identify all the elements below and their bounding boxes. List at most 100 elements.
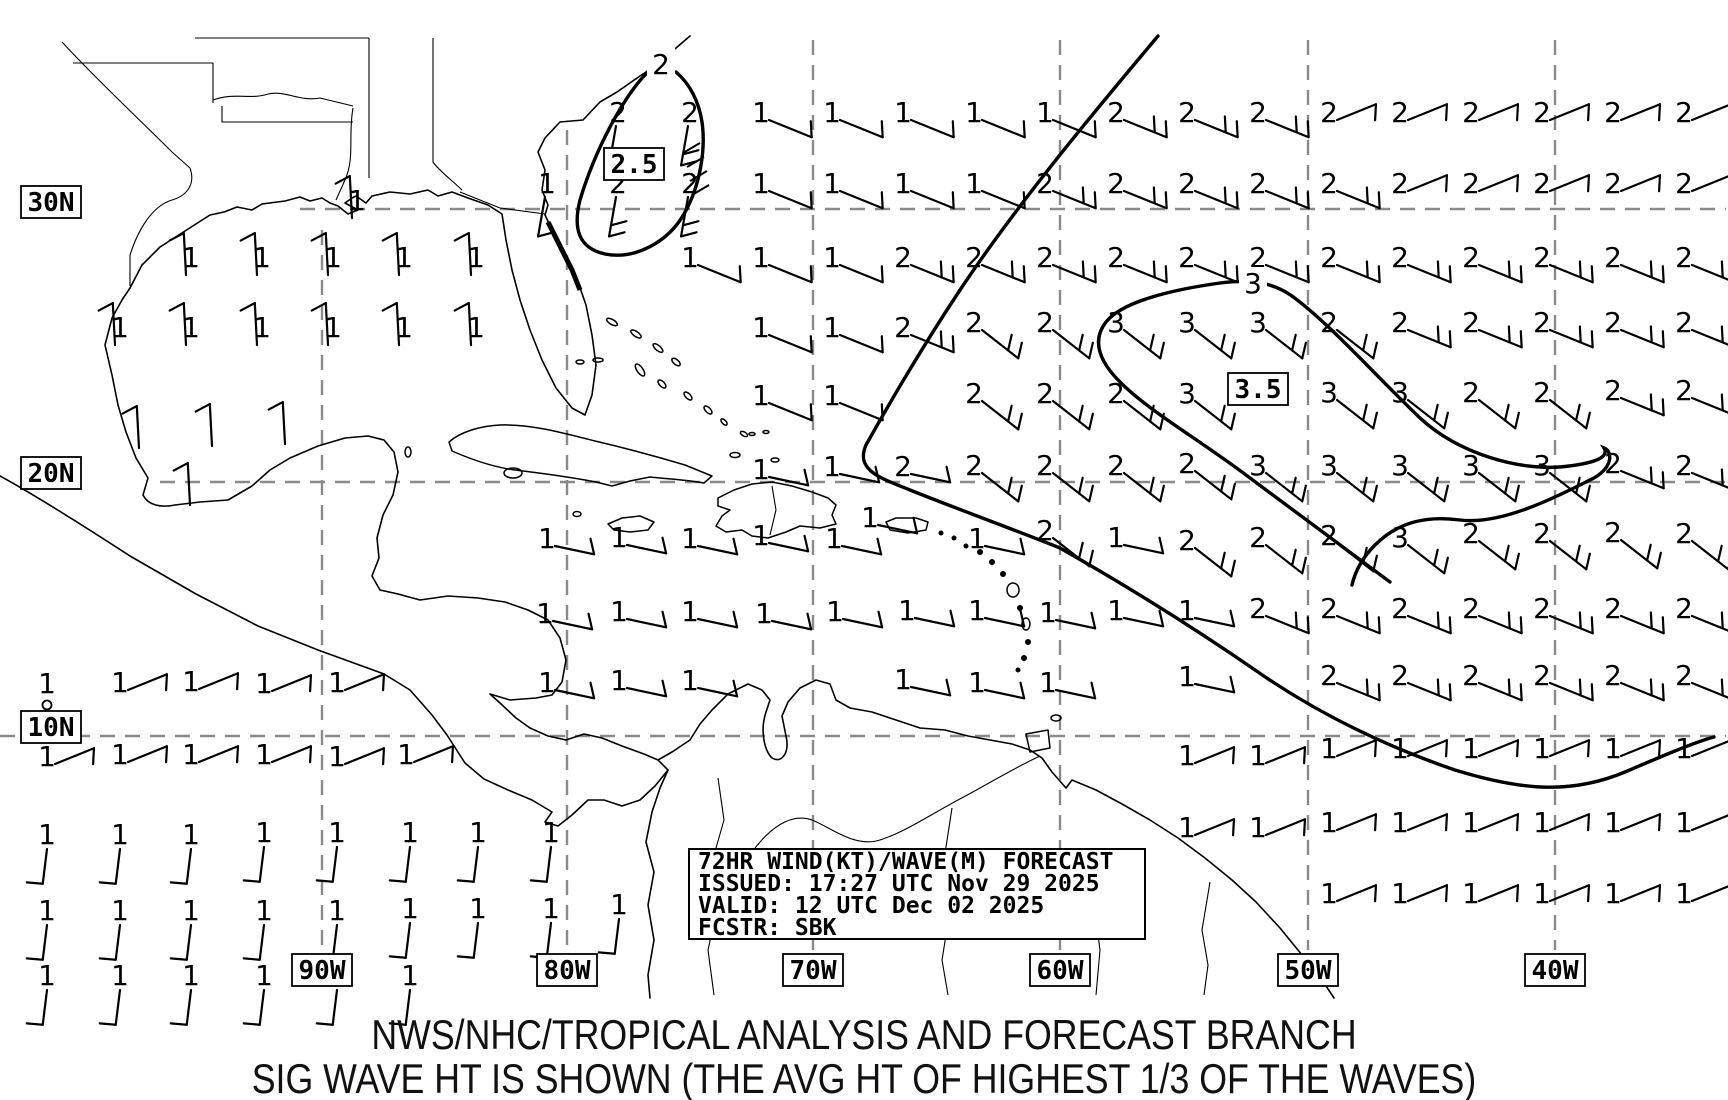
wind-barb-icon [1548,174,1591,193]
wind-barb-icon [1193,616,1236,628]
svg-text:1: 1 [38,740,56,773]
svg-text:2: 2 [1675,241,1693,274]
svg-text:2: 2 [1533,167,1551,200]
wind-station: 2 [1533,96,1591,129]
wind-barb-icon [185,847,193,885]
latlon-gridlines [0,40,1726,950]
wind-station: 2 [1107,96,1168,139]
wind-barb-icon [412,745,455,764]
svg-text:40W: 40W [1532,956,1579,986]
svg-text:1: 1 [255,894,273,927]
wind-barb-icon [840,544,883,556]
wind-barb-icon [1264,614,1310,635]
latitude-label: 20N [20,456,82,490]
svg-text:1: 1 [182,959,200,992]
svg-text:2: 2 [1391,241,1409,274]
wind-barb-icon [1477,471,1517,503]
svg-text:2: 2 [1178,524,1196,557]
wind-station: 1 [25,894,56,961]
wind-barb-icon [980,328,1020,360]
wind-barb-icon [1619,884,1662,903]
wind-barb-icon [909,189,955,210]
svg-text:1: 1 [823,379,841,412]
wind-station [172,461,192,507]
wind-station: 1 [388,816,419,883]
wind-barb-icon [185,923,193,961]
wind-station: 1 [538,522,596,556]
wind-station: 2 [1107,241,1168,284]
wind-station: 1 [25,818,56,885]
wind-station: 3 [1391,376,1449,430]
wind-barb-icon [395,301,401,347]
svg-text:1: 1 [1533,732,1551,765]
svg-text:1: 1 [182,665,200,698]
wind-station: 1 [752,167,813,210]
svg-text:2: 2 [1320,306,1338,339]
svg-text:1: 1 [401,959,419,992]
wind-barb-icon [767,401,813,422]
svg-text:1: 1 [681,241,699,274]
wind-barb-icon [41,988,49,1026]
wind-station: 1 [681,595,739,629]
wind-barb-icon [1264,818,1307,837]
wind-station: 1 [453,231,485,277]
wind-barb-icon [838,263,884,284]
svg-text:1: 1 [255,667,273,700]
svg-text:2: 2 [1391,659,1409,692]
svg-text:2: 2 [894,241,912,274]
wind-station: 2 [679,167,700,238]
wind-barb-icon [909,118,955,139]
wind-station: 1 [823,96,884,139]
wind-barb-icon [1335,328,1375,360]
svg-text:2: 2 [1249,241,1267,274]
wind-station: 1 [97,301,129,347]
wind-station: 1 [1178,594,1236,628]
hispaniola [715,481,837,539]
wind-station: 2 [1391,659,1452,702]
wind-barb-icon [1406,263,1452,284]
wind-station: 2 [1178,167,1239,210]
wind-barb-icon [1122,616,1165,628]
svg-text:2: 2 [1462,517,1480,550]
svg-text:1: 1 [1178,739,1196,772]
svg-text:1: 1 [328,894,346,927]
wind-barb-icon [607,195,618,238]
wind-barb-icon [348,174,354,220]
svg-text:1: 1 [536,597,554,630]
svg-text:1: 1 [111,738,129,771]
wind-station: 2 [1604,306,1665,349]
wind-station: 1 [1675,877,1728,910]
wind-barb-icon [553,688,596,700]
svg-text:1: 1 [898,594,916,627]
svg-text:1: 1 [469,892,487,925]
wind-station: 1 [597,888,628,955]
wind-barb-icon [1619,396,1665,417]
wind-barb-icon [1193,546,1233,578]
branch-title: NWS/NHC/TROPICAL ANALYSIS AND FORECAST B… [371,1011,1357,1058]
wind-barb-icon [1406,614,1452,635]
wind-barb-icon [253,301,259,347]
wind-barb-icon [1193,818,1236,837]
svg-text:3: 3 [1391,449,1409,482]
wind-station: 1 [1391,877,1449,910]
wind-barb-icon [258,923,266,961]
wind-barb-icon [1122,189,1168,210]
wind-barb-icon [1619,103,1662,122]
lesser-antilles [938,530,1031,673]
svg-text:1: 1 [38,818,56,851]
wind-barb-icon [838,472,881,484]
wind-station: 1 [239,231,271,277]
svg-text:1: 1 [1604,732,1622,765]
wind-station: 1 [168,231,200,277]
svg-text:2: 2 [1604,96,1622,129]
wind-barb-icon [983,688,1026,700]
contour-2 [575,66,705,257]
wind-station: 1 [328,666,386,699]
wind-barb-icon [1335,471,1375,503]
wind-station: 2 [1462,659,1523,702]
wind-barb-icon [1193,263,1239,284]
svg-text:1: 1 [255,959,273,992]
svg-text:2: 2 [1675,449,1693,482]
svg-text:2: 2 [1675,592,1693,625]
svg-text:60W: 60W [1037,956,1084,986]
